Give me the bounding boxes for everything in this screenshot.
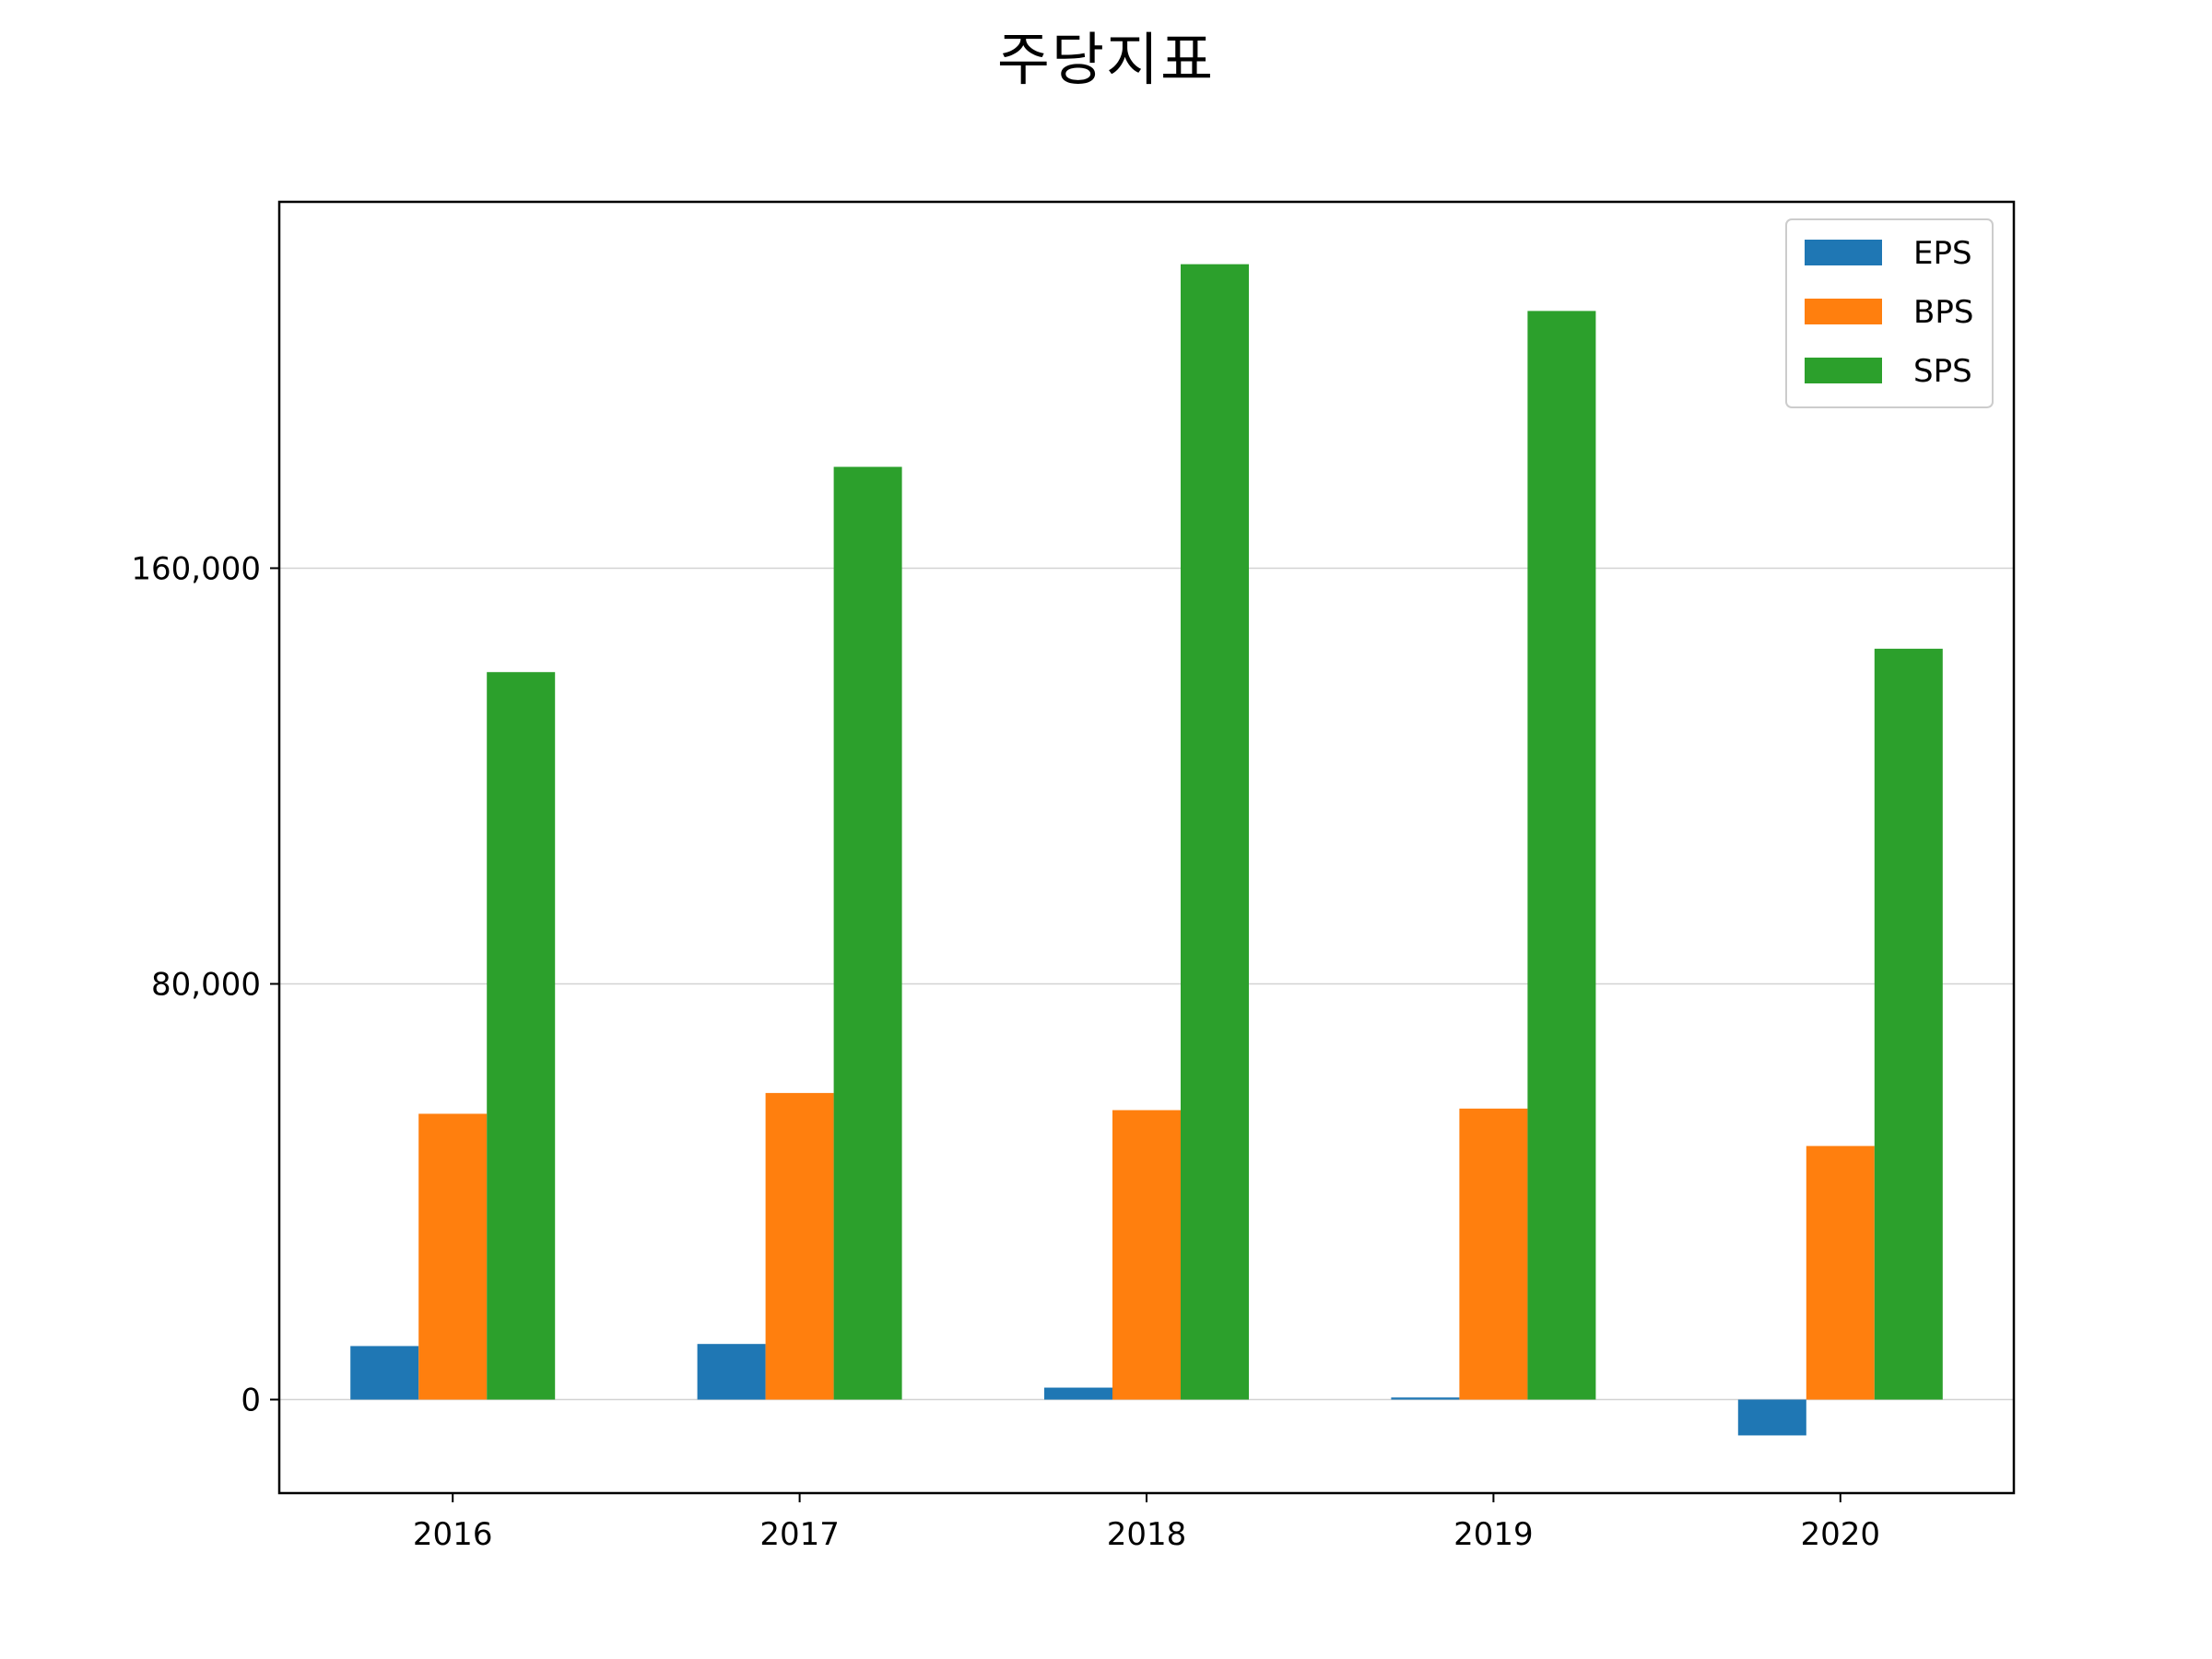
x-tick-label: 2019 — [1453, 1516, 1534, 1553]
legend-label-sps: SPS — [1913, 353, 1972, 390]
y-axis: 0 80,000 160,000 — [131, 550, 279, 1419]
bar-sps-2018 — [1181, 264, 1249, 1400]
bar-bps-2018 — [1112, 1110, 1181, 1400]
bar-eps-2020 — [1737, 1399, 1806, 1436]
legend-swatch-bps — [1805, 299, 1882, 324]
x-axis: 2016 2017 2018 2019 2020 — [413, 1493, 1880, 1553]
bar-eps-2018 — [1044, 1387, 1112, 1400]
bar-eps-2017 — [697, 1344, 766, 1400]
legend-swatch-sps — [1805, 358, 1882, 383]
bar-sps-2019 — [1527, 311, 1596, 1400]
bar-sps-2020 — [1874, 648, 1943, 1400]
bar-bps-2017 — [765, 1092, 834, 1400]
bar-eps-2019 — [1391, 1397, 1460, 1400]
bar-bps-2020 — [1806, 1146, 1875, 1400]
x-tick-label: 2020 — [1801, 1516, 1881, 1553]
legend: EPS BPS SPS — [1785, 218, 1994, 408]
y-tick-label: 160,000 — [131, 550, 261, 587]
chart-title: 주당지표 — [996, 26, 1216, 93]
bar-bps-2016 — [418, 1113, 488, 1400]
x-tick-label: 2018 — [1107, 1516, 1187, 1553]
x-tick-label: 2016 — [413, 1516, 493, 1553]
bar-sps-2016 — [487, 672, 556, 1400]
y-tick-label: 80,000 — [151, 966, 261, 1003]
legend-label-eps: EPS — [1913, 235, 1972, 272]
y-tick-label: 0 — [241, 1382, 261, 1419]
bar-bps-2019 — [1459, 1108, 1528, 1400]
bars — [350, 264, 1943, 1436]
legend-label-bps: BPS — [1913, 294, 1973, 331]
x-tick-label: 2017 — [759, 1516, 840, 1553]
legend-swatch-eps — [1805, 240, 1882, 265]
bar-sps-2017 — [833, 466, 902, 1400]
bar-eps-2016 — [350, 1346, 419, 1400]
